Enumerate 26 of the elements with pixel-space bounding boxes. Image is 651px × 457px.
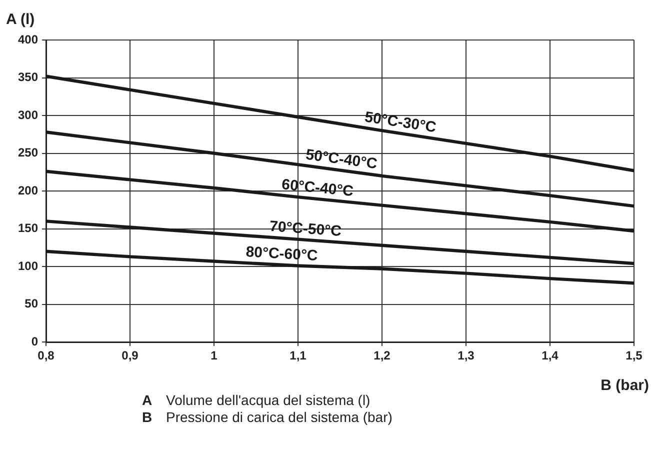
x-axis-title: B (bar) <box>600 377 649 394</box>
y-tick-label: 250 <box>18 146 38 160</box>
x-tick-label: 0,8 <box>38 348 55 363</box>
text: B Pressione di carica del sistema (bar) <box>142 409 392 426</box>
text: 50°C-30°C <box>364 108 438 136</box>
series-label: 70°C-50°C <box>268 218 342 240</box>
x-tick-label: 1,2 <box>374 348 391 363</box>
x-tick-label: 1,4 <box>542 348 559 363</box>
x-tick-label: 1,1 <box>290 348 307 363</box>
x-tick-label: 0,9 <box>122 348 139 363</box>
y-tick-label: 100 <box>18 258 38 273</box>
y-tick-label: 200 <box>18 183 38 198</box>
y-tick-label: 50 <box>24 296 38 311</box>
text: A Volume dell'acqua del sistema (l) <box>142 392 370 409</box>
y-axis-title: A (l) <box>6 11 35 28</box>
y-tick-label: 400 <box>18 32 38 46</box>
x-tick-label: 1,3 <box>458 348 475 363</box>
y-tick-label: 350 <box>18 70 38 84</box>
y-tick-label: 150 <box>18 221 38 236</box>
text: 60°C-40°C <box>280 176 354 200</box>
series-label: 80°C-60°C <box>245 244 318 264</box>
x-tick-label: 1,5 <box>626 348 643 363</box>
x-tick-label: 1 <box>210 348 218 363</box>
y-tick-label: 300 <box>18 108 38 122</box>
text: 50°C-40°C <box>304 146 378 173</box>
y-tick-label: 0 <box>31 334 38 348</box>
